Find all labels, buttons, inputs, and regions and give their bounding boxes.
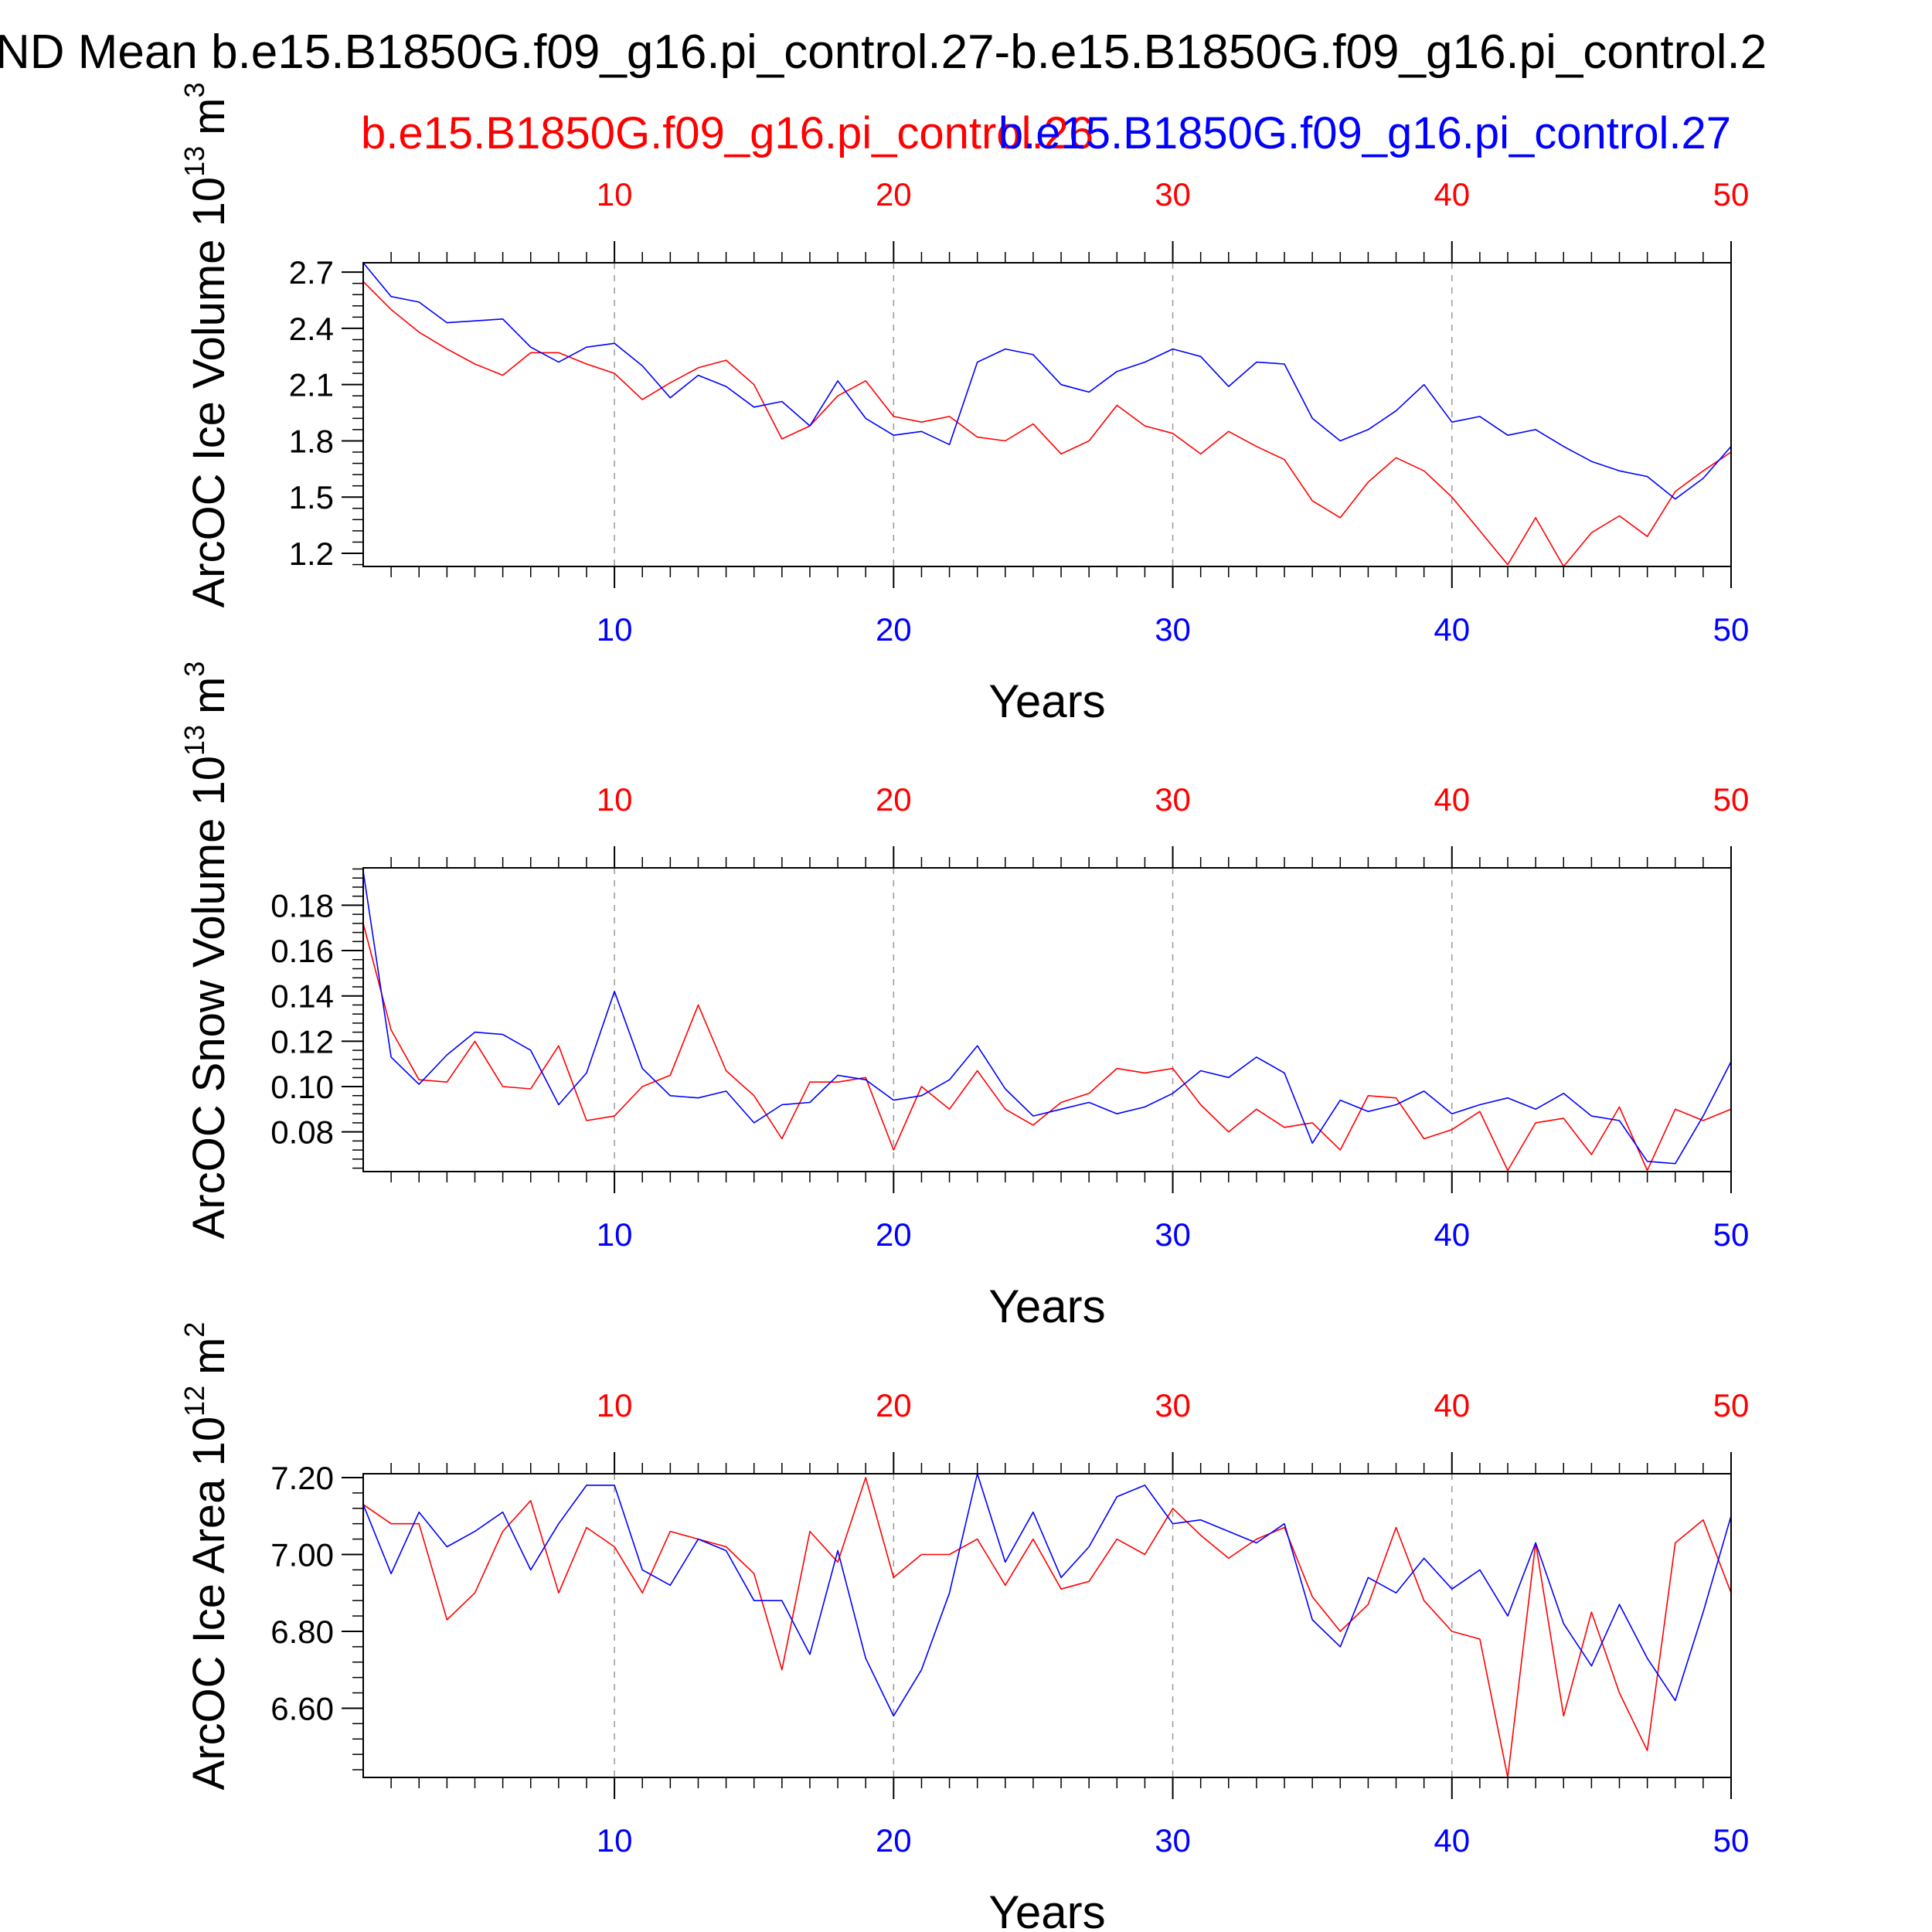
series-line-pi-control-27 (362, 871, 1732, 1165)
x-tick-label-top: 20 (876, 1387, 912, 1423)
x-tick-label-top: 20 (876, 781, 912, 818)
y-tick-label: 0.14 (270, 978, 334, 1015)
x-axis-label: Years (988, 1886, 1105, 1932)
subtitle-series-27: b.e15.B1850G.f09_g16.pi_control.27 (998, 108, 1731, 158)
series-line-pi-control-27 (362, 262, 1732, 500)
x-tick-label-bottom: 10 (597, 611, 633, 648)
x-tick-label-bottom: 10 (597, 1216, 633, 1253)
chart-title: ND Mean b.e15.B1850G.f09_g16.pi_control.… (0, 26, 1767, 79)
x-tick-label-bottom: 20 (876, 1216, 912, 1253)
y-tick-label: 0.08 (270, 1114, 334, 1151)
x-tick-label-bottom: 50 (1713, 611, 1750, 648)
x-tick-label-top: 30 (1155, 176, 1191, 213)
x-tick-label-bottom: 30 (1155, 1822, 1191, 1859)
panels-group: 10 10 20 20 30 30 40 40 50 50 1.2 1.5 1.8 2.1 2.4 2.7 Ye… (179, 82, 1749, 1932)
x-tick-label-bottom: 20 (876, 611, 912, 648)
x-tick-label-top: 10 (597, 176, 633, 213)
panel-3: 10 10 20 20 30 30 40 40 50 50 6.60 6.80 7.00 7.20 Year… (179, 1322, 1749, 1932)
x-tick-label-top: 50 (1713, 176, 1750, 213)
y-axis-label-unit-exponent: 2 (179, 1322, 210, 1338)
y-tick-label: 1.2 (289, 536, 334, 572)
x-tick-label-bottom: 30 (1155, 1216, 1191, 1253)
subtitle-series-26: b.e15.B1850G.f09_g16.pi_control.26 (361, 108, 1094, 158)
x-tick-label-top: 30 (1155, 1387, 1191, 1423)
x-tick-label-bottom: 50 (1713, 1822, 1750, 1859)
y-tick-label: 2.4 (289, 311, 334, 347)
panel-2: 10 10 20 20 30 30 40 40 50 50 0.08 0.10 0.12 0.14 0.16… (179, 662, 1749, 1332)
x-tick-label-bottom: 40 (1434, 611, 1470, 648)
x-tick-label-top: 50 (1713, 781, 1750, 818)
panel-1: 10 10 20 20 30 30 40 40 50 50 1.2 1.5 1.8 2.1 2.4 2.7 Ye… (179, 82, 1749, 727)
y-axis-label-text: ArcOC Snow Volume 10 (184, 756, 234, 1239)
x-tick-label-top: 10 (597, 1387, 633, 1423)
plot-frame (362, 867, 1732, 1172)
plot-frame (362, 262, 1732, 567)
y-tick-label: 7.00 (270, 1536, 334, 1573)
y-tick-label: 0.16 (270, 933, 334, 969)
y-axis-label-text: ArcOC Ice Volume 10 (184, 177, 234, 608)
x-tick-label-top: 20 (876, 176, 912, 213)
x-tick-label-top: 50 (1713, 1387, 1750, 1423)
y-axis-label-unit-exponent: 3 (179, 82, 210, 97)
y-axis-label: ArcOC Ice Volume 1013 m3 (179, 82, 234, 607)
series-line-pi-control-26 (362, 923, 1732, 1172)
x-tick-label-bottom: 20 (876, 1822, 912, 1859)
x-tick-label-top: 40 (1434, 781, 1470, 818)
y-axis-label-text: ArcOC Ice Area 10 (184, 1417, 234, 1791)
y-tick-label: 0.10 (270, 1069, 334, 1105)
x-tick-label-bottom: 50 (1713, 1216, 1750, 1253)
y-tick-label: 2.1 (289, 367, 334, 403)
y-axis-label: ArcOC Ice Area 1012 m2 (179, 1322, 234, 1791)
y-axis-label-unit-exponent: 3 (179, 662, 210, 677)
y-tick-label: 6.60 (270, 1690, 334, 1726)
y-axis-label: ArcOC Snow Volume 1013 m3 (179, 662, 234, 1240)
x-tick-label-bottom: 40 (1434, 1216, 1470, 1253)
series-line-pi-control-27 (362, 1473, 1732, 1717)
y-tick-label: 0.18 (270, 887, 334, 923)
x-tick-label-bottom: 40 (1434, 1822, 1470, 1859)
y-tick-label: 6.80 (270, 1614, 334, 1650)
y-axis-label-unit: m (184, 1338, 234, 1375)
x-tick-label-top: 40 (1434, 1387, 1470, 1423)
y-axis-label-unit: m (184, 97, 234, 134)
x-tick-label-top: 40 (1434, 176, 1470, 213)
y-tick-label: 2.7 (289, 254, 334, 291)
y-tick-label: 1.5 (289, 479, 334, 515)
x-tick-label-top: 30 (1155, 781, 1191, 818)
series-line-pi-control-26 (362, 281, 1732, 567)
x-tick-label-bottom: 10 (597, 1822, 633, 1859)
plot-frame (362, 1473, 1732, 1778)
y-axis-label-exponent: 13 (179, 725, 210, 756)
series-line-pi-control-26 (362, 1477, 1732, 1778)
x-axis-label: Years (988, 1281, 1105, 1332)
x-axis-label: Years (988, 675, 1105, 727)
y-tick-label: 7.20 (270, 1460, 334, 1496)
y-axis-label-unit: m (184, 677, 234, 714)
x-tick-label-top: 10 (597, 781, 633, 818)
x-tick-label-bottom: 30 (1155, 611, 1191, 648)
y-axis-label-exponent: 12 (179, 1386, 210, 1417)
y-axis-label-exponent: 13 (179, 146, 210, 177)
y-tick-label: 1.8 (289, 423, 334, 459)
y-tick-label: 0.12 (270, 1023, 334, 1060)
